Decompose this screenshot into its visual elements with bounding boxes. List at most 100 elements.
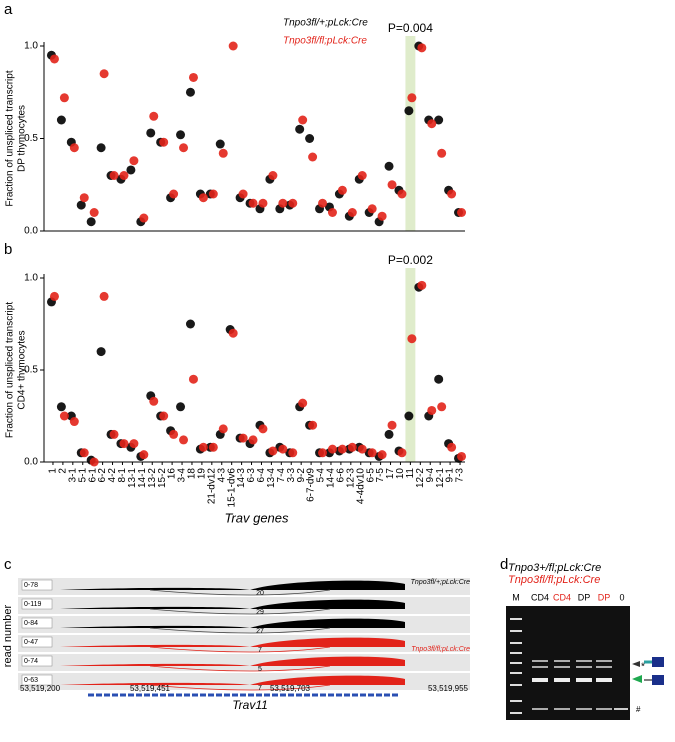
- dot: [129, 439, 139, 449]
- dot: [159, 411, 169, 421]
- dot: [49, 54, 59, 64]
- y-tick-label: 0.5: [24, 133, 38, 144]
- dot: [99, 291, 109, 301]
- dot: [288, 198, 298, 208]
- gene-name: Trav11: [232, 698, 268, 712]
- coordinate: 53,519,200: [20, 684, 61, 693]
- dot: [76, 200, 86, 210]
- dot: [169, 189, 179, 199]
- ladder-band: [510, 684, 522, 686]
- dot: [278, 198, 288, 208]
- coverage: [60, 675, 405, 685]
- x-tick-label: 5-4: [316, 468, 327, 483]
- dot: [347, 208, 357, 217]
- junction-arc: [149, 684, 331, 691]
- dot: [89, 208, 99, 217]
- dot: [176, 402, 186, 412]
- band: [532, 660, 548, 662]
- ladder-band: [510, 652, 522, 654]
- x-tick-label: 10: [395, 468, 406, 480]
- dot: [298, 115, 308, 125]
- band: [532, 678, 548, 682]
- dot: [384, 161, 394, 171]
- dot: [417, 43, 427, 53]
- range-label: 0-74: [24, 658, 38, 665]
- dot: [268, 171, 278, 180]
- dot: [49, 291, 59, 301]
- coverage: [60, 618, 405, 628]
- dot: [129, 156, 139, 166]
- ladder-band: [510, 672, 522, 674]
- band: [554, 666, 570, 668]
- dot: [407, 93, 417, 103]
- x-tick-label: 19: [197, 468, 208, 480]
- highlight-band: [405, 268, 416, 462]
- dot: [86, 217, 96, 227]
- band: [614, 708, 628, 710]
- dot: [228, 41, 238, 51]
- y-axis-label: Fraction of unspliced transcript: [5, 302, 16, 438]
- x-tick-label: 3-1: [67, 468, 78, 483]
- x-tick-label: 8-1: [117, 468, 128, 483]
- junction-arc: [149, 646, 331, 653]
- lane-label: CD4: [553, 592, 571, 602]
- legend-entry: Tnpo3fl/+;pLck:Cre: [283, 18, 368, 29]
- x-tick-label: 4-2: [107, 468, 118, 483]
- dot: [367, 204, 377, 214]
- y-axis-label: Fraction of unspliced transcript: [5, 70, 16, 206]
- gel-title: Tnpo3+/fl;pLck:Cre: [508, 562, 601, 574]
- x-tick-label: 14-4: [326, 468, 337, 488]
- x-tick-label: 5-1: [77, 468, 88, 483]
- dot: [457, 451, 467, 461]
- lane-label: M: [512, 592, 520, 602]
- dot: [268, 446, 278, 456]
- lane-label: DP: [578, 592, 591, 602]
- highlight-band: [405, 36, 416, 231]
- band: [554, 678, 570, 682]
- x-tick-label: 12-2: [415, 468, 426, 488]
- range-label: 0-78: [24, 582, 38, 589]
- arrow: [632, 675, 642, 683]
- x-axis-label: Trav genes: [224, 510, 289, 525]
- dot: [198, 193, 208, 203]
- x-tick-label: 6-2: [97, 468, 108, 483]
- exon-icon: [652, 657, 664, 667]
- dot: [208, 442, 218, 452]
- x-tick-label: 1: [48, 468, 59, 474]
- dot: [404, 106, 414, 116]
- lane-label: CD4: [531, 592, 549, 602]
- x-tick-label: 16: [167, 468, 178, 480]
- dot: [109, 429, 119, 439]
- y-axis-label: CD4+ thymocytes: [17, 330, 28, 409]
- track-label: Tnpo3fl/fl;pLck:Cre: [411, 646, 470, 653]
- x-tick-label: 7-3: [455, 468, 466, 483]
- junction-arc: [149, 589, 331, 596]
- dot: [56, 402, 66, 412]
- coordinate: 53,519,703: [270, 684, 311, 693]
- x-tick-label: 14-3: [236, 468, 247, 488]
- junction-count: 5: [258, 666, 262, 673]
- dot: [404, 411, 414, 421]
- dot: [59, 411, 69, 421]
- x-tick-label: 21-dv12: [206, 468, 217, 505]
- range-label: 0-47: [24, 639, 38, 646]
- dot: [318, 198, 328, 208]
- x-tick-label: 9-2: [296, 468, 307, 483]
- y-tick-label: 1.0: [24, 41, 38, 52]
- x-tick-label: 4-3: [216, 468, 227, 483]
- x-tick-label: 4-4dv10: [355, 468, 366, 505]
- dot: [347, 442, 357, 452]
- junction-count: 7: [258, 647, 262, 654]
- coverage: [60, 580, 405, 590]
- band: [596, 678, 612, 682]
- dot: [427, 119, 437, 129]
- dot: [228, 328, 238, 338]
- dot: [407, 334, 417, 344]
- dot: [238, 189, 248, 199]
- dot: [427, 405, 437, 415]
- ladder-band: [510, 642, 522, 644]
- x-tick-label: 7-5: [375, 468, 386, 483]
- gel-mark: *: [641, 662, 645, 673]
- x-tick-label: 6-6: [336, 468, 347, 483]
